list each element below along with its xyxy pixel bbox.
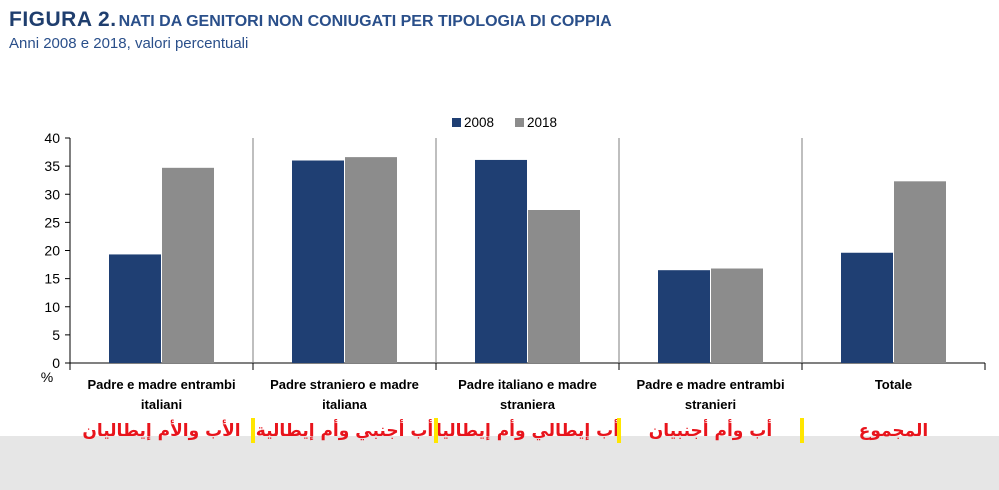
- bar-2008: [841, 252, 893, 363]
- footer-band: [0, 436, 999, 490]
- category-label: Padre italiano e madre: [458, 377, 597, 392]
- category-label: italiana: [322, 397, 368, 412]
- y-tick-label: 20: [44, 243, 60, 259]
- figure-title: FIGURA 2. NATI DA GENITORI NON CONIUGATI …: [9, 8, 612, 32]
- category-label: Padre e madre entrambi: [636, 377, 784, 392]
- bar-2008: [109, 254, 161, 363]
- legend-label-2018: 2018: [527, 115, 557, 130]
- category-label: italiani: [141, 397, 182, 412]
- bar-2008: [292, 160, 344, 363]
- bar-2008: [658, 270, 710, 363]
- figure-title-text: NATI DA GENITORI NON CONIUGATI PER TIPOL…: [118, 13, 612, 30]
- annotation-divider: [434, 418, 438, 443]
- y-tick-label: 10: [44, 299, 60, 315]
- legend-label-2008: 2008: [464, 115, 494, 130]
- bar-2018: [345, 157, 397, 363]
- arabic-annotation: أب وأم أجنبيان: [649, 419, 772, 441]
- annotation-divider: [800, 418, 804, 443]
- legend-swatch-2018: [515, 118, 524, 127]
- figure-subtitle: Anni 2008 e 2018, valori percentuali: [9, 35, 249, 52]
- category-label: straniera: [500, 397, 556, 412]
- title-block: FIGURA 2. NATI DA GENITORI NON CONIUGATI …: [9, 8, 612, 52]
- y-tick-label: 5: [52, 327, 60, 343]
- category-label: stranieri: [685, 397, 736, 412]
- annotation-divider: [251, 418, 255, 443]
- y-tick-label: 40: [44, 130, 60, 146]
- y-unit-label: %: [41, 369, 53, 385]
- y-tick-label: 0: [52, 355, 60, 371]
- legend-swatch-2008: [452, 118, 461, 127]
- arabic-annotation: أب أجنبي وأم إيطالية: [256, 419, 433, 441]
- figure-number: FIGURA 2.: [9, 8, 117, 31]
- y-tick-label: 30: [44, 186, 60, 202]
- arabic-annotation: الأب والأم إيطاليان: [82, 420, 240, 441]
- category-label: Padre e madre entrambi: [87, 377, 235, 392]
- category-label: Totale: [875, 377, 912, 392]
- y-tick-label: 35: [44, 158, 60, 174]
- y-tick-label: 15: [44, 271, 60, 287]
- annotation-divider: [617, 418, 621, 443]
- bar-2018: [894, 181, 946, 363]
- bar-2018: [711, 268, 763, 363]
- y-tick-label: 25: [44, 214, 60, 230]
- arabic-annotation: أب إيطالي وأم إيطاليا: [436, 419, 619, 441]
- bar-2018: [162, 167, 214, 363]
- arabic-annotation: المجموع: [859, 421, 929, 441]
- category-label: Padre straniero e madre: [270, 377, 419, 392]
- bar-2018: [528, 210, 580, 363]
- bar-2008: [475, 159, 527, 363]
